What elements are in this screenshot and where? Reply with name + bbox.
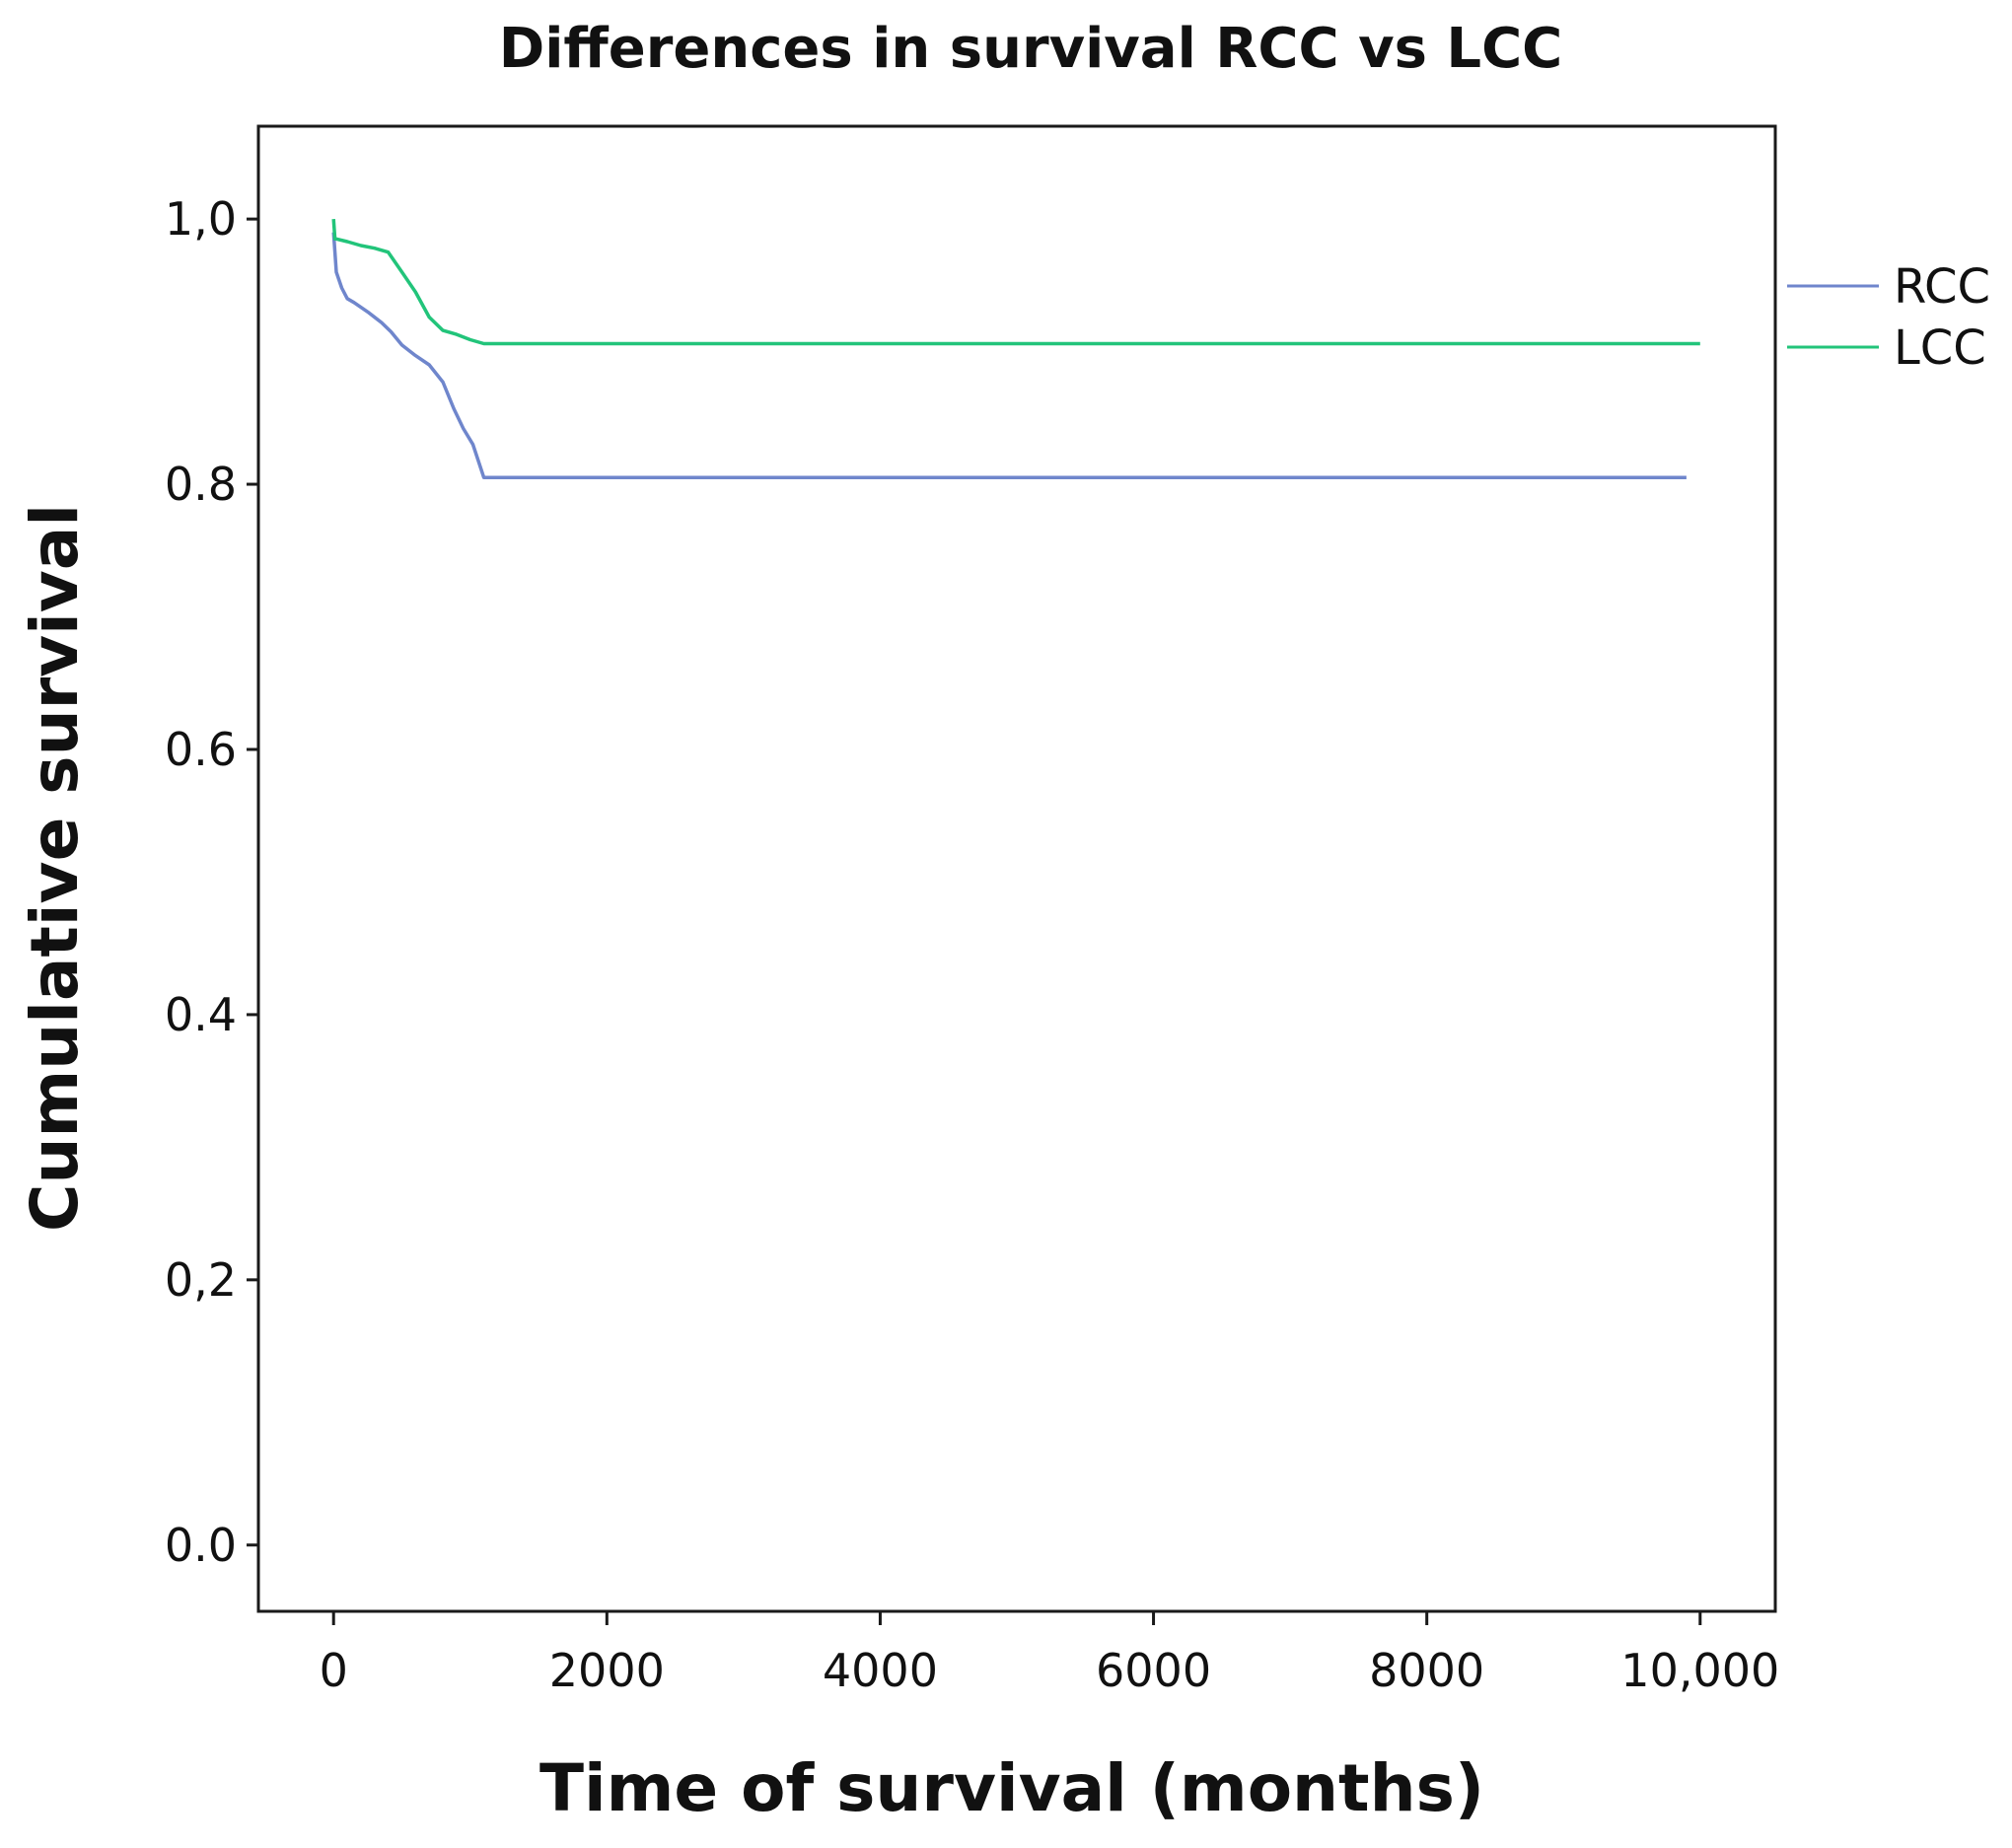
series-line-lcc (331, 218, 1700, 346)
y-tick-label-5: 1,0 (165, 192, 237, 246)
y-tick-label-0: 0.0 (165, 1519, 237, 1572)
x-tick-label-1: 2000 (549, 1644, 665, 1697)
y-tick-label-1: 0,2 (165, 1253, 237, 1307)
series-line-rcc (331, 232, 1687, 480)
y-axis-label: Cumulative survival (17, 504, 93, 1232)
y-tick-label-4: 0.8 (165, 458, 237, 511)
legend: RCC LCC (1787, 259, 1990, 376)
plot-frame (256, 124, 1777, 1613)
y-axis-ticks: 0.0 0,2 0.4 0.6 0.8 1,0 (165, 192, 258, 1572)
chart-title: Differences in survival RCC vs LCC (499, 17, 1563, 81)
legend-label-rcc: RCC (1894, 259, 1990, 315)
x-axis-label: Time of survival (months) (539, 1750, 1484, 1826)
x-tick-label-3: 6000 (1096, 1644, 1211, 1697)
y-tick-label-2: 0.4 (165, 988, 237, 1041)
x-axis-ticks: 0 2000 4000 6000 8000 10,000 (320, 1611, 1779, 1697)
x-tick-label-0: 0 (320, 1644, 348, 1697)
x-tick-label-2: 4000 (823, 1644, 938, 1697)
series-layer (331, 218, 1700, 480)
x-tick-label-5: 10,000 (1620, 1644, 1779, 1697)
legend-label-lcc: LCC (1894, 320, 1986, 376)
y-tick-label-3: 0.6 (165, 723, 237, 776)
x-tick-label-4: 8000 (1369, 1644, 1484, 1697)
